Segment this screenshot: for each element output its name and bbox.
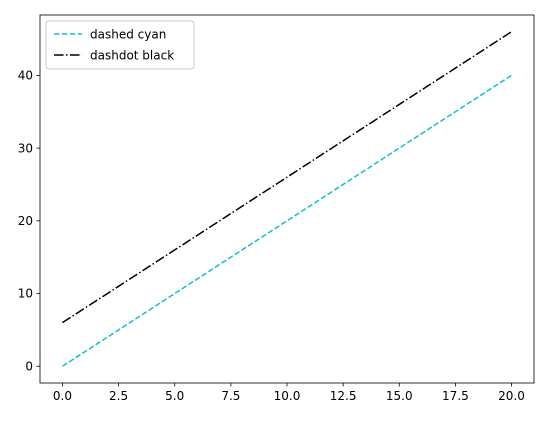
x-tick-label: 5.0 xyxy=(165,389,184,403)
legend: dashed cyan dashdot black xyxy=(45,20,195,70)
x-tick-label: 20.0 xyxy=(498,389,525,403)
legend-box xyxy=(45,20,195,70)
x-tick-label: 2.5 xyxy=(109,389,128,403)
y-tick-label: 40 xyxy=(18,69,33,83)
legend-label-0: dashed cyan xyxy=(90,27,166,41)
series-line-0 xyxy=(62,74,512,367)
x-tick-label: 15.0 xyxy=(386,389,413,403)
x-tick-label: 0.0 xyxy=(53,389,72,403)
axes-layer: 0.0 2.5 5.0 7.5 10.0 12.5 15.0 17.5 20.0 0 10 20 30 4… xyxy=(18,14,535,403)
series-line-1 xyxy=(62,31,512,324)
x-tick-label: 7.5 xyxy=(221,389,240,403)
y-tick-label: 20 xyxy=(18,214,33,228)
legend-label-1: dashdot black xyxy=(90,48,174,62)
x-tick-label: 10.0 xyxy=(274,389,301,403)
x-tick-label: 12.5 xyxy=(330,389,357,403)
y-tick-label: 0 xyxy=(25,359,33,373)
plot-layer xyxy=(62,31,512,367)
y-tick-label: 30 xyxy=(18,141,33,155)
x-tick-label: 17.5 xyxy=(442,389,469,403)
y-tick-label: 10 xyxy=(18,287,33,301)
